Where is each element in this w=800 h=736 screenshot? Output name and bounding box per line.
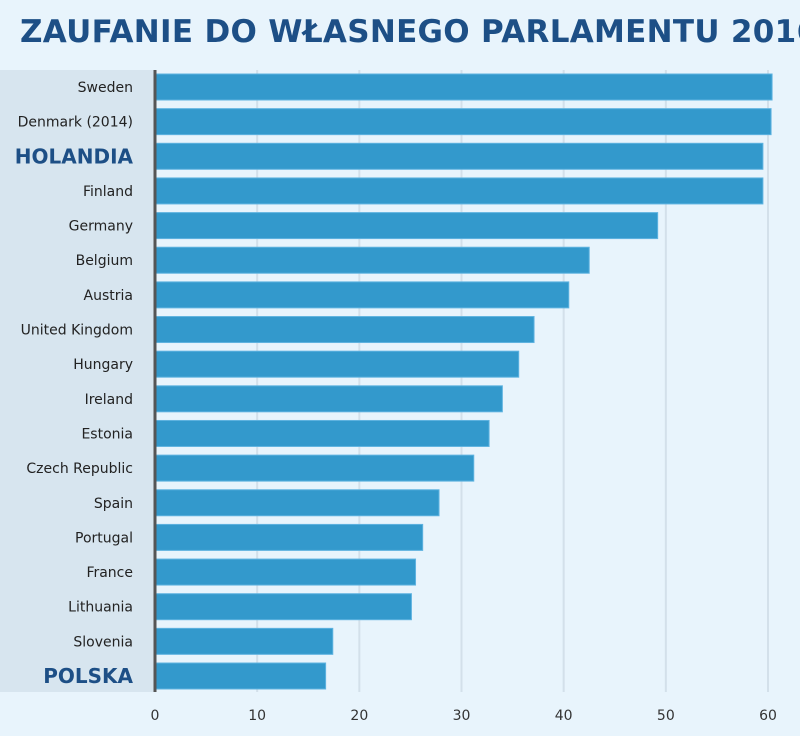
x-tick-label: 0 [151,708,160,724]
chart-title: ZAUFANIE DO WŁASNEGO PARLAMENTU 2016 [20,14,800,50]
x-tick-label: 10 [248,708,266,724]
x-tick-label: 40 [555,708,573,724]
bar-slovenia [154,627,334,655]
bar-austria [154,281,570,309]
bar-ireland [154,385,503,413]
category-label: Estonia [81,426,133,442]
category-label: Ireland [85,392,133,408]
category-label: HOLANDIA [15,144,134,168]
bar-holandia [154,142,764,170]
x-tick-label: 60 [759,708,777,724]
category-label: United Kingdom [21,323,133,339]
category-label: Sweden [78,80,133,96]
bar-polska [154,662,327,690]
bar-estonia [154,419,490,447]
category-label: Slovenia [73,634,133,650]
bar-germany [154,212,659,240]
category-label: POLSKA [43,664,133,688]
category-label: Portugal [75,530,133,546]
bar-belgium [154,246,590,274]
category-label: Czech Republic [26,461,133,477]
category-label: Austria [84,288,133,304]
category-label: Hungary [73,357,133,373]
bar-denmark- [154,108,772,136]
label-panel [0,70,155,692]
bar-spain [154,489,440,517]
category-label: Belgium [76,253,133,269]
category-label: Finland [83,184,133,200]
category-label: Lithuania [68,600,133,616]
category-label: France [86,565,133,581]
bar-portugal [154,523,424,551]
bar-france [154,558,417,586]
bar-czech-republic [154,454,475,482]
category-label: Germany [69,219,133,235]
bar-sweden [154,73,773,101]
category-label: Denmark (2014) [18,115,133,131]
x-tick-label: 50 [657,708,675,724]
x-tick-label: 30 [453,708,471,724]
category-label: Spain [94,496,133,512]
bar-finland [154,177,764,205]
bar-lithuania [154,593,412,621]
bar-hungary [154,350,520,378]
x-tick-label: 20 [350,708,368,724]
bar-united-kingdom [154,316,535,344]
